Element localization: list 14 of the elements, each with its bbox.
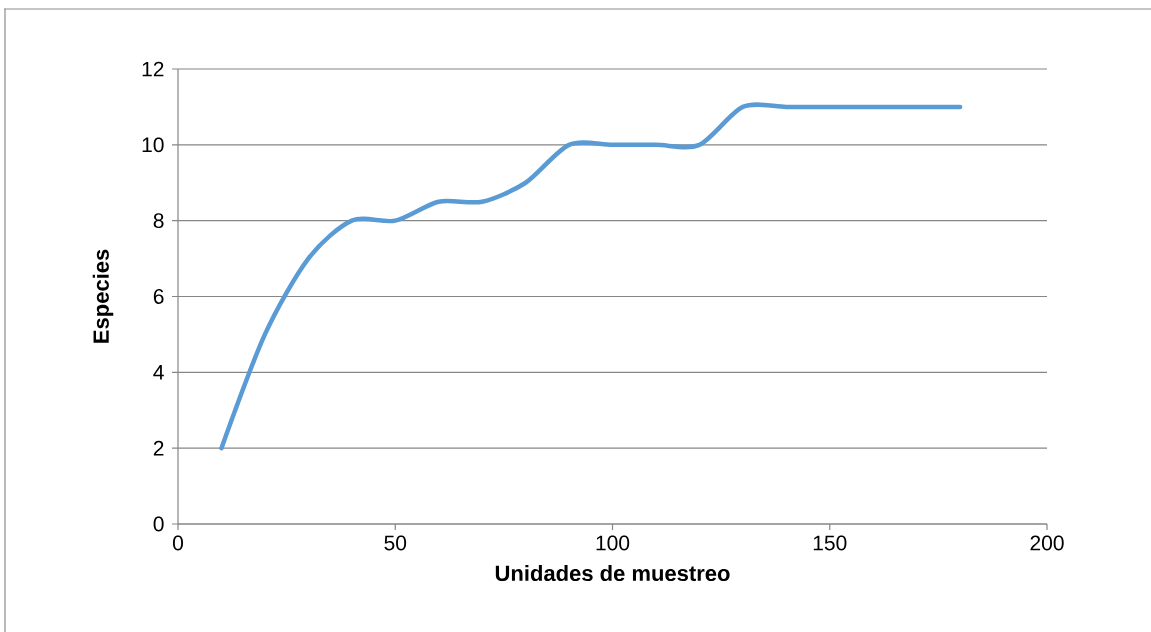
x-tick-label: 150 <box>813 535 847 551</box>
x-tick-label: 100 <box>596 535 630 551</box>
y-tick-label: 2 <box>153 440 164 456</box>
x-axis-title: Unidades de muestreo <box>495 564 730 582</box>
y-tick-label: 8 <box>153 213 164 229</box>
x-tick-label: 0 <box>172 535 184 551</box>
y-tick-label: 10 <box>142 137 164 153</box>
x-tick-label: 50 <box>384 535 407 551</box>
y-tick-label: 6 <box>153 289 164 304</box>
y-tick-label: 4 <box>153 365 164 380</box>
y-axis-title: Especies <box>92 249 114 343</box>
x-tick-label: 200 <box>1030 535 1064 551</box>
y-tick-label: 0 <box>153 516 164 532</box>
y-tick-label: 12 <box>142 61 164 77</box>
